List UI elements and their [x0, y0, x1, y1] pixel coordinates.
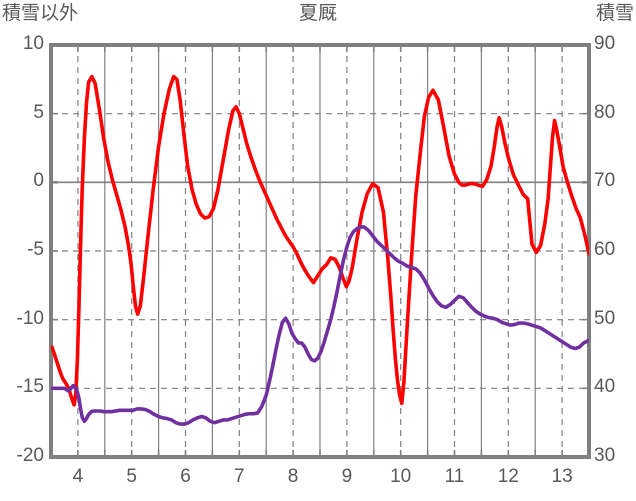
y-tick-label-left: 0: [33, 170, 44, 192]
x-tick-label: 9: [341, 466, 353, 487]
y-tick-label-right: 30: [594, 445, 616, 466]
x-tick-label: 10: [390, 466, 412, 487]
x-tick-label: 7: [234, 466, 245, 487]
y-tick-label-right: 40: [594, 376, 616, 398]
y-tick-label-left: -5: [27, 239, 44, 260]
grid-lines: [51, 45, 589, 457]
y-tick-label-left: -10: [16, 307, 44, 329]
x-tick-label: 5: [126, 466, 137, 487]
y-tick-label-left: 5: [33, 101, 44, 123]
chart-title: 夏厩: [298, 3, 337, 24]
y-tick-label-left: -15: [16, 376, 44, 398]
x-tick-label: 11: [444, 466, 465, 487]
x-tick-label: 12: [497, 466, 519, 487]
left-axis-title: 積雪以外: [2, 3, 79, 24]
x-tick-label: 8: [287, 466, 299, 487]
x-tick-label: 4: [72, 466, 84, 487]
x-tick-label: 6: [180, 466, 191, 487]
x-tick-label: 13: [551, 466, 573, 487]
y-tick-label-right: 60: [594, 239, 616, 260]
y-tick-label-right: 90: [594, 33, 616, 54]
y-tick-label-left: -20: [16, 445, 44, 466]
y-tick-label-right: 80: [594, 101, 616, 123]
y-tick-label-right: 70: [594, 170, 616, 192]
series-line-1: [51, 74, 589, 407]
y-tick-label-right: 50: [594, 307, 616, 329]
y-tick-label-left: 10: [22, 33, 44, 54]
right-axis-title: 積雪: [595, 3, 634, 24]
data-series: [51, 74, 589, 426]
series-line-2: [51, 225, 589, 426]
